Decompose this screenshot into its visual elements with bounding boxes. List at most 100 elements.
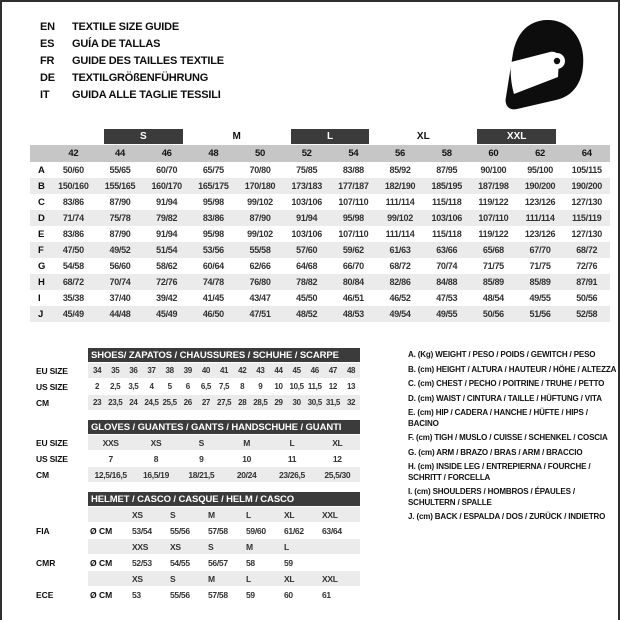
size-cell: 49/54 bbox=[389, 309, 411, 319]
gloves-row-cells: 7 8 9 10 11 12 bbox=[88, 451, 360, 466]
size-cell: 47/51 bbox=[249, 309, 271, 319]
size-cell: 173/183 bbox=[291, 181, 322, 191]
gloves-cell: 20/24 bbox=[236, 469, 257, 480]
size-cell: 123/126 bbox=[524, 229, 556, 239]
helmet-row: XS S M L XL XXL bbox=[30, 571, 360, 586]
size-cell: 83/88 bbox=[342, 165, 364, 175]
size-cell: 87/90 bbox=[109, 229, 131, 239]
legend-item: F. (cm) TIGH / MUSLO / CUISSE / SCHENKEL… bbox=[408, 433, 608, 442]
language-code: DE bbox=[40, 71, 55, 84]
size-group-label: XL bbox=[416, 131, 430, 142]
helmet-row-cells: XS S M L XL XXL bbox=[88, 507, 360, 522]
language-label: GUÍA DE TALLAS bbox=[72, 37, 161, 50]
legend-item: C. (cm) CHEST / PECHO / POITRINE / TRUHE… bbox=[408, 379, 605, 388]
shoes-row-cells: 2 2,5 3,5 4 5 6 6,5 7,5 8 9 10 10,5 11,5 12 13 bbox=[88, 379, 360, 394]
size-cell: 75/85 bbox=[296, 165, 318, 175]
helmet-cell: 55/56 bbox=[170, 589, 190, 600]
size-cell: 83/86 bbox=[202, 213, 224, 223]
size-cell: 64/68 bbox=[296, 261, 318, 271]
size-cell: 70/74 bbox=[109, 277, 131, 287]
helmet-cell: 61/62 bbox=[284, 525, 304, 536]
legend-item: H. (cm) INSIDE LEG / ENTREPIERNA / FOURC… bbox=[408, 462, 591, 482]
size-cell: 46/51 bbox=[342, 293, 364, 303]
size-table-row: H 68/72 70/74 72/76 74/78 76/80 78/82 80/84 82/8… bbox=[30, 274, 610, 290]
helmet-row-cells: XXS XS S M L bbox=[88, 539, 360, 554]
size-cell: 95/98 bbox=[342, 213, 364, 223]
size-cell: 48/54 bbox=[482, 293, 504, 303]
racing-helmet-icon-svg bbox=[505, 19, 584, 110]
size-cell: 107/110 bbox=[338, 197, 369, 207]
language-label: TEXTILGRÖßENFÜHRUNG bbox=[72, 71, 209, 84]
shoes-cell: 37 bbox=[147, 366, 156, 375]
shoes-cell: 44 bbox=[274, 366, 283, 375]
size-cell: 80/84 bbox=[342, 277, 364, 287]
helmet-row: XXS XS S M L bbox=[30, 539, 360, 554]
shoes-cell: 32 bbox=[346, 398, 356, 407]
shoes-cell: 4 bbox=[149, 382, 154, 391]
size-cell: 50/56 bbox=[576, 293, 598, 303]
shoes-row-label: CM bbox=[36, 397, 49, 408]
size-group-empty bbox=[563, 128, 610, 145]
helmet-cell: S bbox=[170, 573, 176, 584]
size-cell: 170/180 bbox=[244, 181, 276, 191]
size-cell: 35/38 bbox=[62, 293, 84, 303]
shoes-cell: 34 bbox=[92, 366, 102, 375]
size-cell: 45/50 bbox=[296, 293, 318, 303]
size-column-header: 60 bbox=[488, 148, 499, 159]
helmet-unit-cell: Ø CM bbox=[90, 525, 113, 536]
size-cell: 45/49 bbox=[62, 309, 84, 319]
shoes-cell: 2 bbox=[95, 382, 100, 391]
size-row-label: E bbox=[38, 228, 45, 240]
gloves-cell: 10 bbox=[242, 453, 252, 464]
size-row-label: H bbox=[38, 276, 45, 288]
size-cell: 95/98 bbox=[202, 229, 224, 239]
gloves-row-label: EU SIZE bbox=[36, 437, 68, 448]
size-cell: 58/62 bbox=[156, 261, 178, 271]
helmet-row: XS S M L XL XXL bbox=[30, 507, 360, 522]
size-cell: 49/55 bbox=[436, 309, 458, 319]
size-column-header: 46 bbox=[161, 148, 172, 159]
size-cell: 50/60 bbox=[62, 165, 84, 175]
size-cell: 47/50 bbox=[62, 245, 84, 255]
size-cell: 119/122 bbox=[478, 229, 509, 239]
shoes-cell: 48 bbox=[346, 366, 356, 375]
helmet-cell: 59/60 bbox=[246, 525, 266, 536]
size-column-header: 58 bbox=[441, 148, 452, 159]
size-cell: 49/52 bbox=[109, 245, 131, 255]
helmet-cell: 57/58 bbox=[208, 589, 228, 600]
size-cell: 91/94 bbox=[296, 213, 318, 223]
helmet-cell: XXL bbox=[322, 509, 338, 520]
legend-item: D. (cm) WAIST / CINTURA / TAILLE / HÜFTU… bbox=[408, 393, 602, 403]
shoes-cell: 39 bbox=[183, 366, 193, 375]
shoes-cell: 8 bbox=[240, 382, 245, 391]
size-group-XXL: XXL bbox=[470, 128, 563, 145]
size-cell: 67/70 bbox=[529, 245, 551, 255]
size-cell: 160/170 bbox=[151, 181, 182, 191]
shoes-cell: 23,5 bbox=[108, 398, 123, 407]
size-cell: 66/70 bbox=[342, 261, 364, 271]
helmet-cell: 56/57 bbox=[208, 557, 228, 568]
helmet-cell: 52/53 bbox=[132, 557, 152, 568]
size-cell: 87/91 bbox=[576, 277, 598, 287]
gloves-table: GLOVES / GUANTES / GANTS / HANDSCHUHE / … bbox=[30, 420, 360, 482]
language-label: GUIDE DES TAILLES TEXTILE bbox=[72, 54, 224, 67]
shoes-row-cells: 23 23,5 24 24,5 25,5 26 27 27,5 28 28,5 29 30 30,5 31… bbox=[88, 395, 360, 410]
helmet-cell: XS bbox=[170, 541, 181, 552]
size-cell: 83/86 bbox=[62, 229, 84, 239]
size-cell: 43/47 bbox=[249, 293, 271, 303]
gloves-cell: 11 bbox=[287, 453, 297, 464]
gloves-table-header: GLOVES / GUANTES / GANTS / HANDSCHUHE / … bbox=[88, 420, 360, 434]
gloves-cell: S bbox=[198, 437, 205, 448]
size-cell: 41/45 bbox=[202, 293, 224, 303]
size-row-label: C bbox=[38, 196, 45, 208]
shoes-cell: 2,5 bbox=[110, 382, 121, 391]
legend-item: G. (cm) ARM / BRAZO / BRAS / ARM / BRACC… bbox=[408, 447, 583, 457]
shoes-cell: 26 bbox=[183, 398, 193, 407]
size-table-row: I 35/38 37/40 39/42 41/45 43/47 45/50 46/51 46/5… bbox=[30, 290, 610, 306]
shoes-row-label: US SIZE bbox=[36, 381, 68, 392]
size-group-S: S bbox=[97, 128, 190, 145]
size-cell: 72/76 bbox=[576, 261, 598, 271]
size-cell: 39/42 bbox=[156, 293, 178, 303]
helmet-table: HELMET / CASCO / CASQUE / HELM / CASCO X… bbox=[30, 492, 360, 602]
size-cell: 65/75 bbox=[202, 165, 224, 175]
